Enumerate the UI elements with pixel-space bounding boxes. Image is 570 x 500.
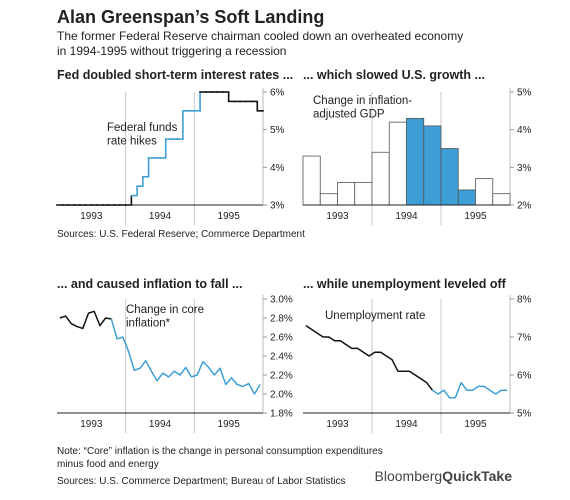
bar xyxy=(337,181,356,206)
bar xyxy=(319,193,338,206)
logo: BloombergQuickTake xyxy=(375,468,513,484)
x-tick-label: 1993 xyxy=(326,419,349,430)
subtitle: in 1994-1995 without triggering a recess… xyxy=(57,44,286,58)
bar xyxy=(388,121,407,206)
logo-brand: Bloomberg xyxy=(375,468,443,484)
line xyxy=(305,324,433,391)
bar xyxy=(457,189,476,206)
y-tick-label: 4% xyxy=(270,163,285,174)
line xyxy=(59,310,112,330)
bar xyxy=(302,155,321,206)
annotation: Change in core xyxy=(126,304,204,316)
chart-title: ... and caused inflation to fall ... xyxy=(57,277,242,291)
annotation: Change in inflation- xyxy=(313,95,412,107)
note: Note: “Core” inflation is the change in … xyxy=(57,446,383,457)
bar xyxy=(406,117,425,206)
y-tick-label: 3% xyxy=(517,163,532,174)
y-tick-label: 2.6% xyxy=(270,333,293,344)
annotation: inflation* xyxy=(126,318,171,330)
bar xyxy=(354,181,373,206)
x-tick-label: 1994 xyxy=(149,419,172,430)
y-tick-label: 1.8% xyxy=(270,409,293,420)
y-tick-label: 5% xyxy=(270,125,285,136)
y-tick-label: 4% xyxy=(517,125,532,136)
line xyxy=(110,318,261,395)
x-tick-label: 1993 xyxy=(326,211,349,222)
y-tick-label: 3% xyxy=(270,201,285,212)
y-tick-label: 2.0% xyxy=(270,390,293,401)
bar xyxy=(475,178,494,206)
x-tick-label: 1994 xyxy=(395,211,418,222)
y-tick-label: 6% xyxy=(517,371,532,382)
subtitle: The former Federal Reserve chairman cool… xyxy=(57,29,463,43)
annotation: Unemployment rate xyxy=(325,310,425,322)
annotation: rate hikes xyxy=(107,136,157,148)
bar xyxy=(492,193,511,206)
line xyxy=(431,381,508,399)
bar xyxy=(440,148,459,206)
y-tick-label: 2.2% xyxy=(270,371,293,382)
x-tick-label: 1995 xyxy=(218,211,241,222)
chart-title: ... which slowed U.S. growth ... xyxy=(303,68,485,82)
y-tick-label: 5% xyxy=(517,409,532,420)
y-tick-label: 2.8% xyxy=(270,314,293,325)
y-tick-label: 3.0% xyxy=(270,295,293,306)
x-tick-label: 1995 xyxy=(464,211,487,222)
bar xyxy=(423,125,442,206)
x-tick-label: 1993 xyxy=(80,211,103,222)
x-tick-label: 1994 xyxy=(149,211,172,222)
note: minus food and energy xyxy=(57,459,159,470)
logo-product: QuickTake xyxy=(442,468,512,484)
bar xyxy=(371,151,390,206)
y-tick-label: 6% xyxy=(270,88,285,99)
title: Alan Greenspan’s Soft Landing xyxy=(57,7,324,27)
x-tick-label: 1995 xyxy=(464,419,487,430)
x-tick-label: 1995 xyxy=(218,419,241,430)
y-tick-label: 8% xyxy=(517,295,532,306)
x-tick-label: 1994 xyxy=(395,419,418,430)
chart-title: Fed doubled short-term interest rates ..… xyxy=(57,68,293,82)
y-tick-label: 5% xyxy=(517,88,532,99)
annotation: adjusted GDP xyxy=(313,109,385,121)
y-tick-label: 2.4% xyxy=(270,352,293,363)
annotation: Federal funds xyxy=(107,122,178,134)
chart-title: ... while unemployment leveled off xyxy=(303,277,507,291)
sources: Sources: U.S. Federal Reserve; Commerce … xyxy=(57,229,305,240)
y-tick-label: 2% xyxy=(517,201,532,212)
x-tick-label: 1993 xyxy=(80,419,103,430)
sources: Sources: U.S. Commerce Department; Burea… xyxy=(57,476,345,487)
y-tick-label: 7% xyxy=(517,333,532,344)
